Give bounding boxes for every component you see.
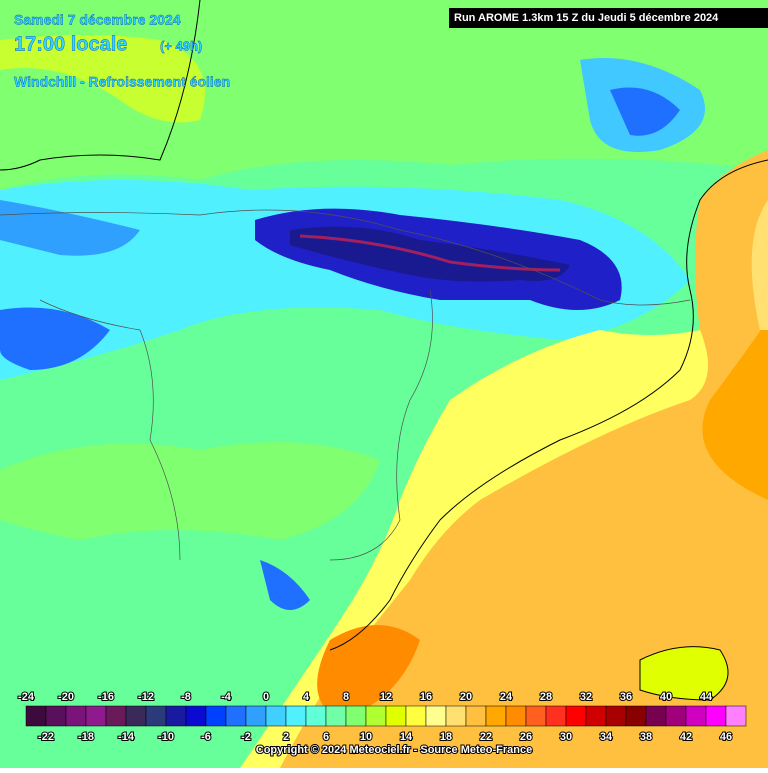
legend-label: 36 [620, 691, 632, 703]
legend-label: 26 [520, 731, 532, 743]
legend-swatch [405, 705, 427, 727]
legend-label: -20 [58, 691, 74, 703]
legend-label: 14 [400, 731, 413, 743]
legend-label: 8 [343, 691, 349, 703]
legend-label: 12 [380, 691, 392, 703]
legend-swatch [385, 705, 407, 727]
legend-swatch [705, 705, 727, 727]
legend-swatch [125, 705, 147, 727]
legend-swatch [165, 705, 187, 727]
legend-swatch [365, 705, 387, 727]
legend-swatch [145, 705, 167, 727]
legend-label: -12 [138, 691, 154, 703]
legend-swatch [685, 705, 707, 727]
legend-label: -16 [98, 691, 114, 703]
legend-swatch [545, 705, 567, 727]
legend-swatch [425, 705, 447, 727]
variable: Windchill - Refroissement éolien [14, 74, 230, 90]
legend-swatch [225, 705, 247, 727]
date: Samedi 7 décembre 2024 [14, 12, 181, 28]
legend-label: 44 [700, 691, 713, 703]
header: Samedi 7 décembre 2024 17:00 locale (+ 4… [14, 8, 768, 90]
time: 17:00 locale [14, 33, 127, 55]
legend-label: 34 [600, 731, 613, 743]
legend-label: 10 [360, 731, 372, 743]
copyright: Copyright © 2024 Meteociel.fr - Source M… [256, 744, 532, 756]
legend-swatch [25, 705, 47, 727]
legend-swatch [585, 705, 607, 727]
legend-label: 22 [480, 731, 492, 743]
legend-label: 28 [540, 691, 552, 703]
legend-label: -14 [118, 731, 135, 743]
lead-time: (+ 49h) [160, 38, 202, 53]
run-box [449, 8, 768, 28]
legend-label: 38 [640, 731, 652, 743]
legend-swatch [605, 705, 627, 727]
legend-swatch [45, 705, 67, 727]
legend-swatch [465, 705, 487, 727]
legend-swatch [565, 705, 587, 727]
legend-label: 2 [283, 731, 289, 743]
borders [0, 209, 691, 561]
run-info: Run AROME 1.3km 15 Z du Jeudi 5 décembre… [454, 12, 719, 24]
legend-swatch [325, 705, 347, 727]
legend-swatch [265, 705, 287, 727]
legend-label: -6 [201, 731, 211, 743]
legend-label: 18 [440, 731, 452, 743]
coastlines [0, 0, 768, 701]
legend-label: 0 [263, 691, 269, 703]
legend-swatch [85, 705, 107, 727]
legend-swatch [725, 705, 747, 727]
legend-label: 32 [580, 691, 592, 703]
legend-swatch [245, 705, 267, 727]
legend-swatch [105, 705, 127, 727]
legend-swatch [185, 705, 207, 727]
legend-label: -4 [221, 691, 232, 703]
legend-swatch [305, 705, 327, 727]
legend-swatch [345, 705, 367, 727]
legend-label: -24 [18, 691, 35, 703]
legend-swatch [445, 705, 467, 727]
legend-swatch [65, 705, 87, 727]
legend-swatch [525, 705, 547, 727]
legend: -24-22-20-18-16-14-12-10-8-6-4-202468101… [17, 690, 747, 744]
legend-swatch [485, 705, 507, 727]
legend-label: 30 [560, 731, 572, 743]
legend-label: 16 [420, 691, 432, 703]
legend-label: 46 [720, 731, 732, 743]
legend-label: 20 [460, 691, 472, 703]
legend-swatch [205, 705, 227, 727]
legend-label: -8 [181, 691, 191, 703]
legend-label: -18 [78, 731, 94, 743]
legend-label: 24 [500, 691, 513, 703]
legend-swatch [505, 705, 527, 727]
legend-swatch [625, 705, 647, 727]
legend-label: 4 [303, 691, 310, 703]
legend-swatch [285, 705, 307, 727]
legend-label: -2 [241, 731, 251, 743]
legend-swatch [665, 705, 687, 727]
legend-label: -22 [38, 731, 54, 743]
legend-label: 6 [323, 731, 329, 743]
legend-swatch [645, 705, 667, 727]
legend-label: 40 [660, 691, 672, 703]
legend-label: 42 [680, 731, 692, 743]
legend-label: -10 [158, 731, 174, 743]
